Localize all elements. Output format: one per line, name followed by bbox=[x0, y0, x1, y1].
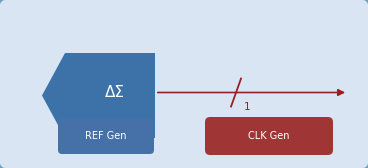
FancyBboxPatch shape bbox=[58, 118, 154, 154]
Polygon shape bbox=[42, 53, 155, 138]
Text: REF Gen: REF Gen bbox=[85, 131, 127, 141]
Text: CLK Gen: CLK Gen bbox=[248, 131, 290, 141]
Text: 1: 1 bbox=[244, 102, 251, 113]
Text: ΔΣ: ΔΣ bbox=[105, 85, 125, 100]
FancyBboxPatch shape bbox=[205, 117, 333, 155]
